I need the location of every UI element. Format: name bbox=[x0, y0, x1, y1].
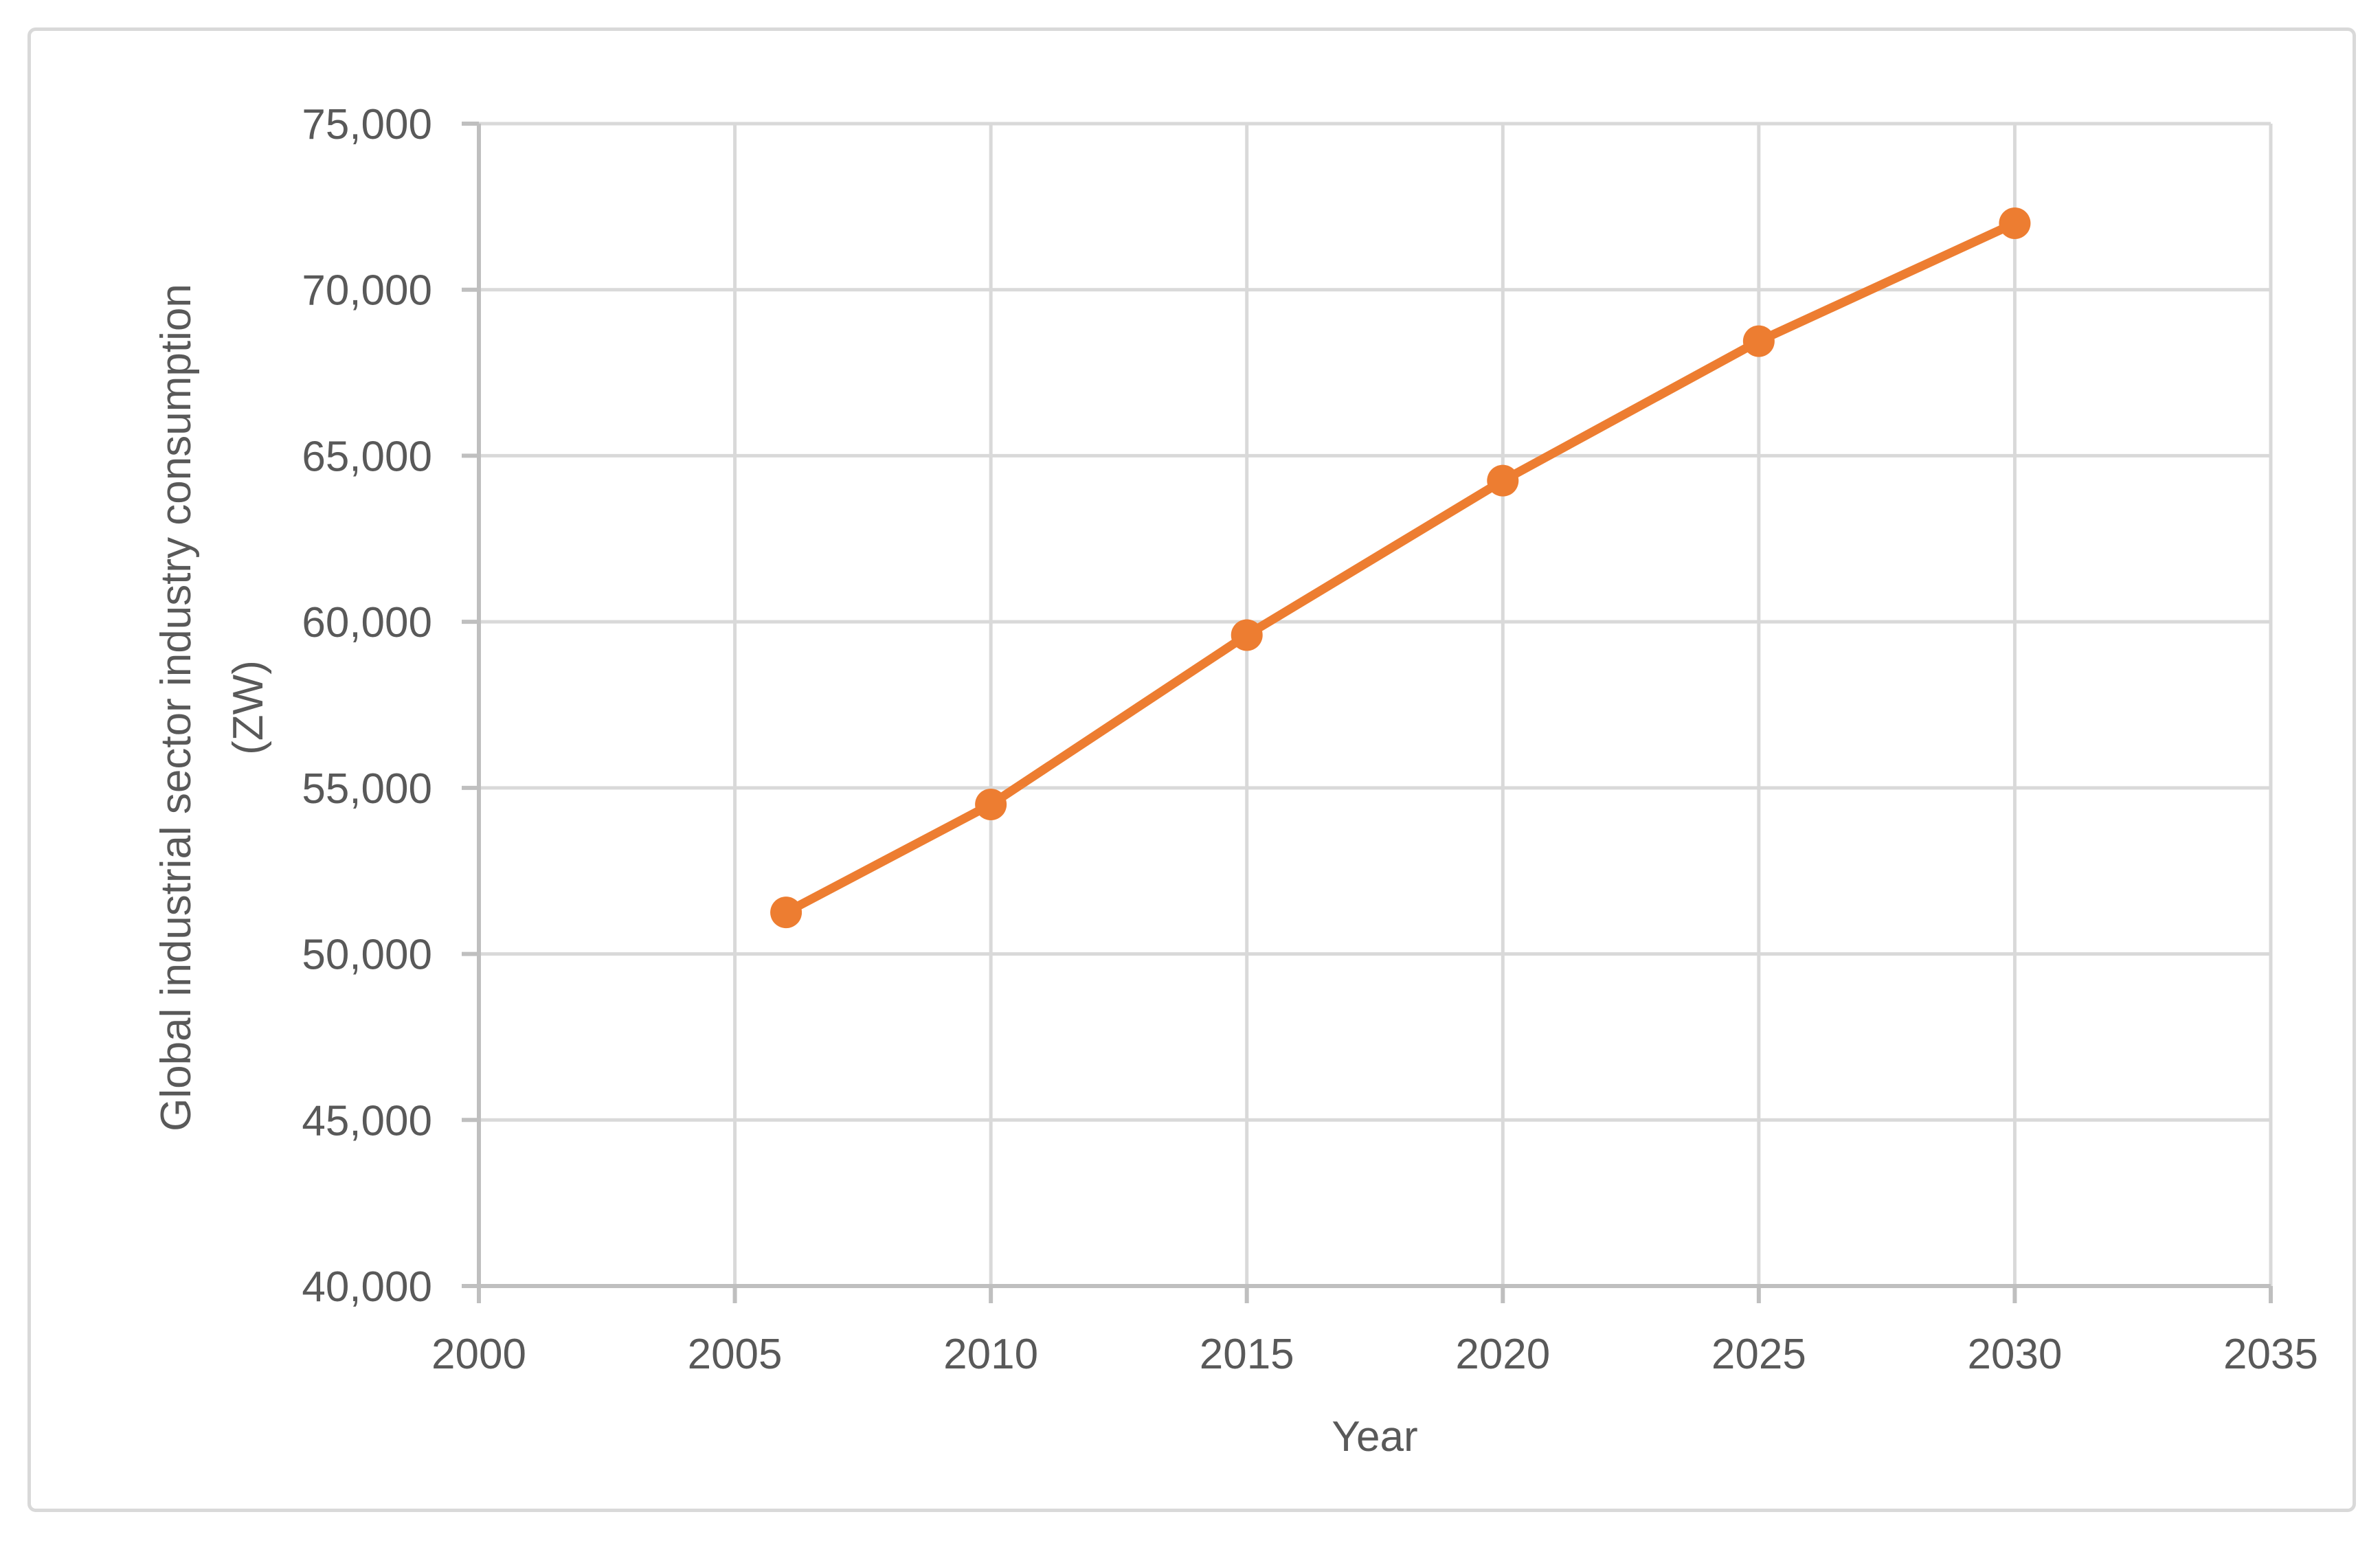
x-axis-tick-label: 2020 bbox=[1455, 1331, 1550, 1378]
x-axis-tick-label: 2035 bbox=[2223, 1331, 2318, 1378]
series-line bbox=[781, 218, 2019, 917]
y-axis-title: Global industrial sector industry consum… bbox=[140, 89, 289, 1326]
data-point-marker bbox=[1487, 464, 1519, 497]
data-point-marker bbox=[975, 789, 1007, 821]
x-axis-title: Year bbox=[1332, 1413, 1418, 1461]
line-chart: 40,000 45,000 50,000 55,000 60,000 65,000 70,0… bbox=[302, 101, 2318, 1378]
y-axis-tick-label: 40,000 bbox=[302, 1263, 432, 1311]
y-axis-tick-label: 65,000 bbox=[302, 433, 432, 480]
x-axis-tick-label: 2030 bbox=[1967, 1331, 2062, 1378]
y-axis-tick-label: 75,000 bbox=[302, 101, 432, 148]
y-axis-tick-label: 70,000 bbox=[302, 267, 432, 315]
y-axis-title-line2: (ZW) bbox=[225, 660, 272, 755]
data-point-marker bbox=[1231, 619, 1263, 651]
data-point-marker bbox=[1999, 207, 2031, 240]
y-axis-title-line1: Global industrial sector industry consum… bbox=[153, 284, 200, 1131]
x-axis-tick-label: 2025 bbox=[1711, 1331, 1806, 1378]
x-axis-tick-label: 2000 bbox=[431, 1331, 526, 1378]
y-axis-tick-label: 50,000 bbox=[302, 932, 432, 979]
x-axis-tick-label: 2005 bbox=[688, 1331, 783, 1378]
y-axis-tick-label: 60,000 bbox=[302, 599, 432, 646]
x-axis-tick-label: 2015 bbox=[1200, 1331, 1294, 1378]
data-point-marker bbox=[770, 897, 802, 929]
chart-frame: 40,000 45,000 50,000 55,000 60,000 65,000 70,0… bbox=[27, 27, 2356, 1512]
y-axis-tick-label: 55,000 bbox=[302, 765, 432, 813]
y-axis-tick-label: 45,000 bbox=[302, 1097, 432, 1145]
x-axis-tick-label: 2010 bbox=[943, 1331, 1038, 1378]
data-point-marker bbox=[1742, 325, 1775, 357]
